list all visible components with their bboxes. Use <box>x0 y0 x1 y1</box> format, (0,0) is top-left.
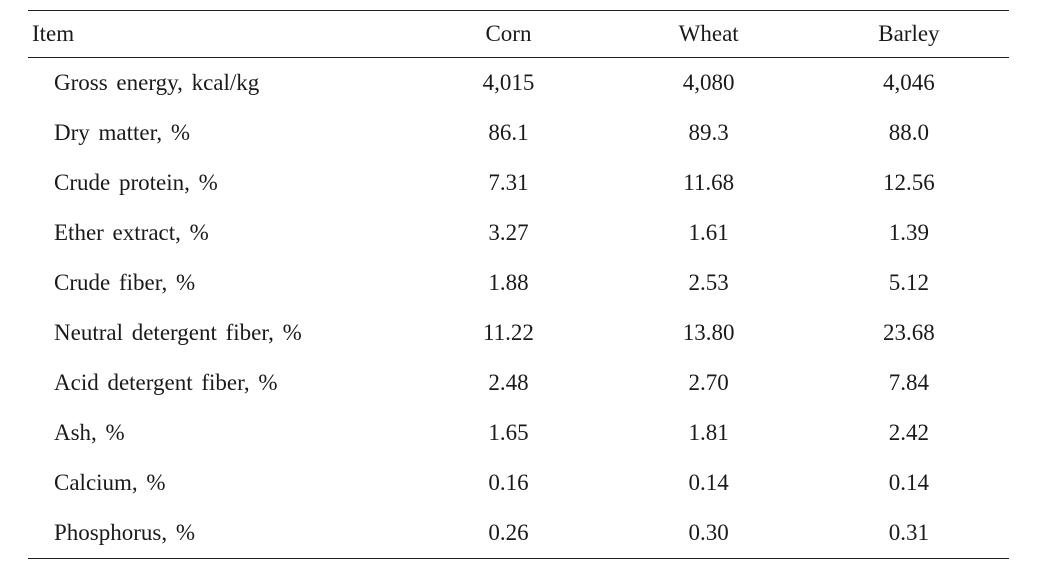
cell-value: 12.56 <box>809 158 1009 208</box>
item-label: Ash, % <box>28 408 408 458</box>
table-header-row: Item Corn Wheat Barley <box>28 11 1009 58</box>
cell-value: 13.80 <box>609 308 809 358</box>
item-label: Acid detergent fiber, % <box>28 358 408 408</box>
cell-value: 7.84 <box>809 358 1009 408</box>
cell-value: 4,080 <box>609 58 809 109</box>
cell-value: 7.31 <box>408 158 608 208</box>
item-label: Phosphorus, % <box>28 508 408 559</box>
cell-value: 23.68 <box>809 308 1009 358</box>
cell-value: 88.0 <box>809 108 1009 158</box>
cell-value: 1.81 <box>609 408 809 458</box>
cell-value: 0.14 <box>609 458 809 508</box>
cell-value: 2.48 <box>408 358 608 408</box>
cell-value: 0.14 <box>809 458 1009 508</box>
cell-value: 3.27 <box>408 208 608 258</box>
table-row: Gross energy, kcal/kg 4,015 4,080 4,046 <box>28 58 1009 109</box>
composition-table: Item Corn Wheat Barley Gross energy, kca… <box>28 10 1009 559</box>
table-row: Dry matter, % 86.1 89.3 88.0 <box>28 108 1009 158</box>
cell-value: 4,015 <box>408 58 608 109</box>
cell-value: 2.53 <box>609 258 809 308</box>
cell-value: 1.39 <box>809 208 1009 258</box>
item-label: Crude protein, % <box>28 158 408 208</box>
cell-value: 5.12 <box>809 258 1009 308</box>
cell-value: 86.1 <box>408 108 608 158</box>
table-row: Crude fiber, % 1.88 2.53 5.12 <box>28 258 1009 308</box>
col-header-corn: Corn <box>408 11 608 58</box>
cell-value: 0.16 <box>408 458 608 508</box>
table-row: Neutral detergent fiber, % 11.22 13.80 2… <box>28 308 1009 358</box>
cell-value: 1.65 <box>408 408 608 458</box>
cell-value: 1.88 <box>408 258 608 308</box>
table-row: Acid detergent fiber, % 2.48 2.70 7.84 <box>28 358 1009 408</box>
col-header-wheat: Wheat <box>609 11 809 58</box>
cell-value: 4,046 <box>809 58 1009 109</box>
cell-value: 11.22 <box>408 308 608 358</box>
table-row: Calcium, % 0.16 0.14 0.14 <box>28 458 1009 508</box>
table-row: Phosphorus, % 0.26 0.30 0.31 <box>28 508 1009 559</box>
table-row: Ether extract, % 3.27 1.61 1.39 <box>28 208 1009 258</box>
cell-value: 11.68 <box>609 158 809 208</box>
item-label: Dry matter, % <box>28 108 408 158</box>
cell-value: 0.26 <box>408 508 608 559</box>
cell-value: 0.31 <box>809 508 1009 559</box>
col-header-item: Item <box>28 11 408 58</box>
col-header-barley: Barley <box>809 11 1009 58</box>
item-label: Ether extract, % <box>28 208 408 258</box>
item-label: Gross energy, kcal/kg <box>28 58 408 109</box>
cell-value: 1.61 <box>609 208 809 258</box>
cell-value: 2.42 <box>809 408 1009 458</box>
cell-value: 89.3 <box>609 108 809 158</box>
cell-value: 2.70 <box>609 358 809 408</box>
table-container: Item Corn Wheat Barley Gross energy, kca… <box>0 0 1037 569</box>
table-row: Ash, % 1.65 1.81 2.42 <box>28 408 1009 458</box>
item-label: Calcium, % <box>28 458 408 508</box>
table-row: Crude protein, % 7.31 11.68 12.56 <box>28 158 1009 208</box>
cell-value: 0.30 <box>609 508 809 559</box>
item-label: Neutral detergent fiber, % <box>28 308 408 358</box>
item-label: Crude fiber, % <box>28 258 408 308</box>
